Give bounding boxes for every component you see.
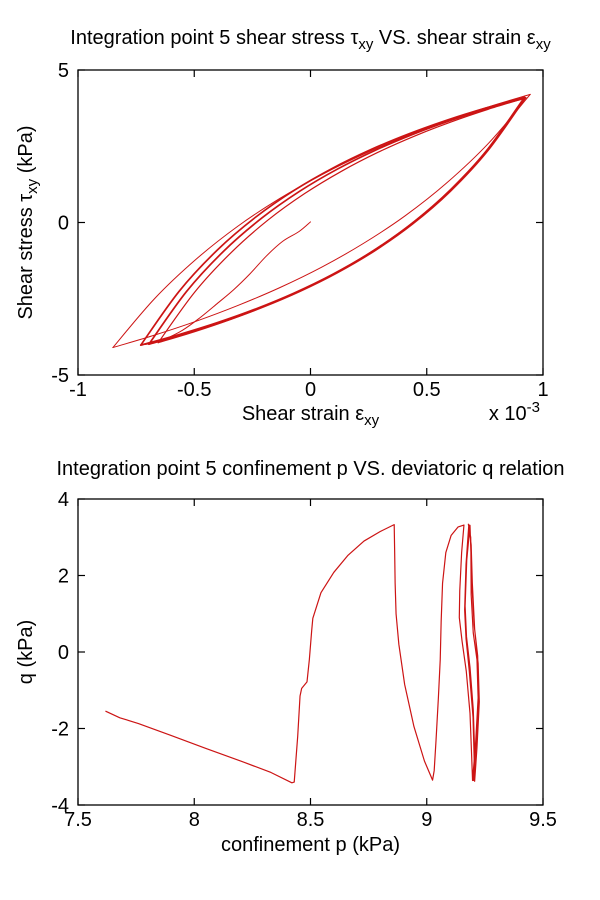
x-tick-label: 8: [189, 809, 200, 831]
y-axis-label: Shear stress τxy (kPa): [15, 125, 41, 319]
series-outer-loop-unloading: [112, 93, 531, 349]
series-p-q-stress-path: [105, 523, 480, 784]
x-tick-label: 0: [305, 379, 316, 401]
y-axis-label: q (kPa): [15, 620, 37, 684]
tick-marks: [77, 498, 544, 806]
x-tick-label: 9.5: [529, 809, 557, 831]
series-loop2-loading: [139, 96, 526, 346]
x-tick-label: 1: [537, 379, 548, 401]
x-tick-label: -0.5: [177, 379, 211, 401]
y-tick-label: 0: [58, 642, 69, 664]
y-tick-label: 0: [58, 213, 69, 235]
x-axis-label: confinement p (kPa): [221, 834, 400, 856]
series-loop3-unloading: [148, 96, 527, 346]
y-tick-label: -5: [51, 365, 69, 387]
series-loop4-loading: [157, 97, 525, 344]
series-group: [105, 523, 480, 784]
series-loop2-unloading: [139, 96, 526, 346]
x-tick-label: 8.5: [297, 809, 325, 831]
tick-marks: [77, 69, 544, 376]
x-axis-multiplier: x 10-3: [489, 399, 540, 425]
x-tick-label: 9: [421, 809, 432, 831]
series-outer-loop-loading: [112, 93, 531, 349]
chart-title: Integration point 5 shear stress τxy VS.…: [70, 27, 551, 53]
series-loop3-loading: [148, 96, 527, 346]
x-axis-label: Shear strain εxy: [242, 403, 380, 429]
y-tick-label: 2: [58, 566, 69, 588]
chart-title: Integration point 5 confinement p VS. de…: [56, 458, 564, 480]
y-tick-label: -2: [51, 719, 69, 741]
y-tick-label: 5: [58, 60, 69, 82]
series-loop4-unloading: [157, 97, 525, 344]
x-tick-label: 0.5: [413, 379, 441, 401]
y-tick-label: -4: [51, 795, 69, 817]
series-group: [112, 93, 531, 349]
y-tick-label: 4: [58, 489, 69, 511]
x-tick-label: -1: [69, 379, 87, 401]
p-q-chart: 7.5 8 8.5 9 9.5 -4 -2 0 2 4 Integration point 5 co…: [15, 458, 565, 856]
x-tick-label: 7.5: [64, 809, 92, 831]
